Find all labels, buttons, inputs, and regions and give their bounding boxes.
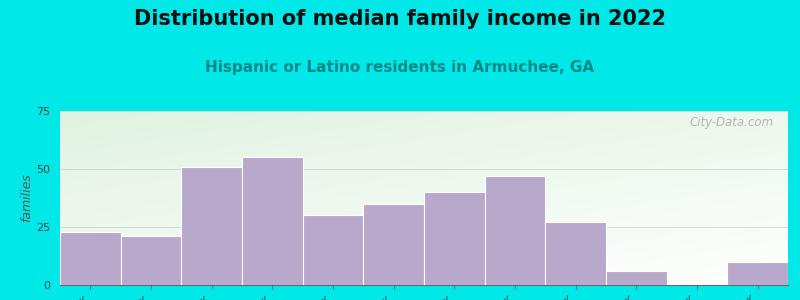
Y-axis label: families: families [20, 174, 34, 222]
Text: Hispanic or Latino residents in Armuchee, GA: Hispanic or Latino residents in Armuchee… [206, 60, 594, 75]
Bar [60, 232, 121, 285]
Bar [485, 176, 546, 285]
Bar [363, 204, 424, 285]
Text: City-Data.com: City-Data.com [690, 116, 774, 129]
Bar [242, 158, 302, 285]
Bar [182, 167, 242, 285]
Bar [302, 215, 363, 285]
Text: Distribution of median family income in 2022: Distribution of median family income in … [134, 9, 666, 29]
Bar [546, 222, 606, 285]
Bar [606, 271, 666, 285]
Bar [424, 192, 485, 285]
Bar [727, 262, 788, 285]
Bar [121, 236, 182, 285]
